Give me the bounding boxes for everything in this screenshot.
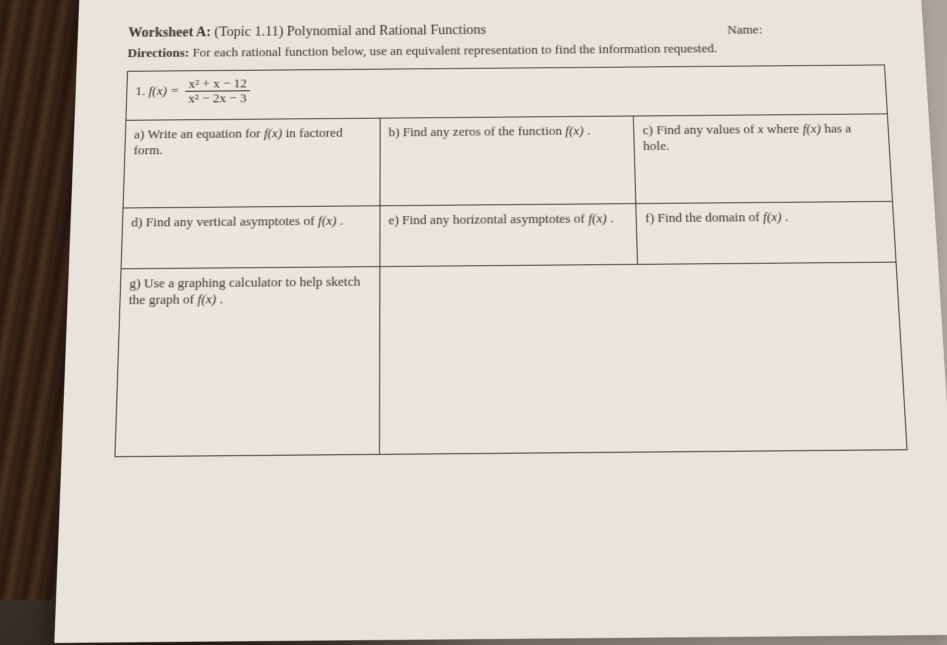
part-d-cell: d) Find any vertical asymptotes of f(x) …: [121, 206, 380, 269]
part-a-label: a): [134, 127, 145, 142]
part-b-fx: f(x): [565, 123, 584, 138]
part-a-fx: f(x): [264, 125, 283, 140]
part-b-label: b): [388, 124, 399, 139]
worksheet-topic: (Topic 1.11) Polynomial and Rational Fun…: [214, 23, 486, 40]
part-e-fx: f(x): [588, 210, 607, 225]
part-f-fx: f(x): [763, 209, 782, 224]
directions-line: Directions: For each rational function b…: [127, 39, 884, 61]
worksheet-table: 1. f(x) = x² + x − 12 x² − 2x − 3 a) Wri…: [114, 64, 907, 457]
part-c-label: c): [642, 122, 653, 137]
worksheet-header: Worksheet A: (Topic 1.11) Polynomial and…: [128, 20, 883, 42]
part-c-cell: c) Find any values of x where f(x) has a…: [634, 114, 893, 204]
part-a-cell: a) Write an equation for f(x) in factore…: [123, 118, 380, 208]
part-e-text2: .: [610, 210, 614, 225]
part-c-var: x: [757, 121, 764, 136]
part-b-text1: Find any zeros of the function: [403, 123, 566, 139]
directions-label: Directions:: [127, 45, 189, 60]
part-g-text2: .: [220, 291, 224, 306]
part-f-text2: .: [785, 209, 789, 224]
problem-lhs: f(x) =: [148, 83, 179, 98]
part-c-text2: where: [767, 121, 803, 136]
problem-number: 1.: [135, 83, 145, 98]
part-g-fx: f(x): [197, 291, 216, 307]
part-e-text1: Find any horizontal asymptotes of: [402, 211, 588, 228]
part-f-text1: Find the domain of: [657, 209, 763, 225]
part-g-text1: Use a graphing calculator to help sketch…: [129, 273, 361, 307]
part-b-text2: .: [587, 123, 591, 138]
worksheet-paper: sson 1.11a Worksheet A: (Topic 1.11) Pol…: [54, 0, 947, 643]
lesson-tag: sson 1.11a: [720, 0, 781, 1]
page-wrapper: sson 1.11a Worksheet A: (Topic 1.11) Pol…: [0, 0, 947, 600]
part-d-fx: f(x): [318, 213, 337, 228]
part-f-cell: f) Find the domain of f(x) .: [636, 201, 896, 264]
sketch-area: [379, 262, 907, 454]
part-b-cell: b) Find any zeros of the function f(x) .: [380, 116, 636, 206]
fraction-denominator: x² − 2x − 3: [185, 92, 250, 107]
part-f-label: f): [645, 210, 654, 225]
part-c-text1: Find any values of: [656, 121, 758, 137]
problem-fraction: x² + x − 12 x² − 2x − 3: [185, 77, 250, 107]
part-a-text1: Write an equation for: [147, 126, 264, 142]
worksheet-label: Worksheet A:: [128, 26, 211, 41]
part-g-label: g): [129, 275, 141, 290]
part-d-text1: Find any vertical asymptotes of: [146, 213, 318, 230]
part-c-fx: f(x): [802, 121, 821, 136]
name-label: Name:: [727, 22, 763, 38]
part-d-text2: .: [340, 213, 343, 228]
part-e-cell: e) Find any horizontal asymptotes of f(x…: [380, 204, 638, 267]
part-d-label: d): [131, 214, 143, 229]
part-g-cell: g) Use a graphing calculator to help ske…: [115, 267, 380, 457]
problem-cell: 1. f(x) = x² + x − 12 x² − 2x − 3: [126, 65, 887, 120]
part-e-label: e): [388, 212, 398, 227]
directions-text: For each rational function below, use an…: [192, 41, 717, 60]
